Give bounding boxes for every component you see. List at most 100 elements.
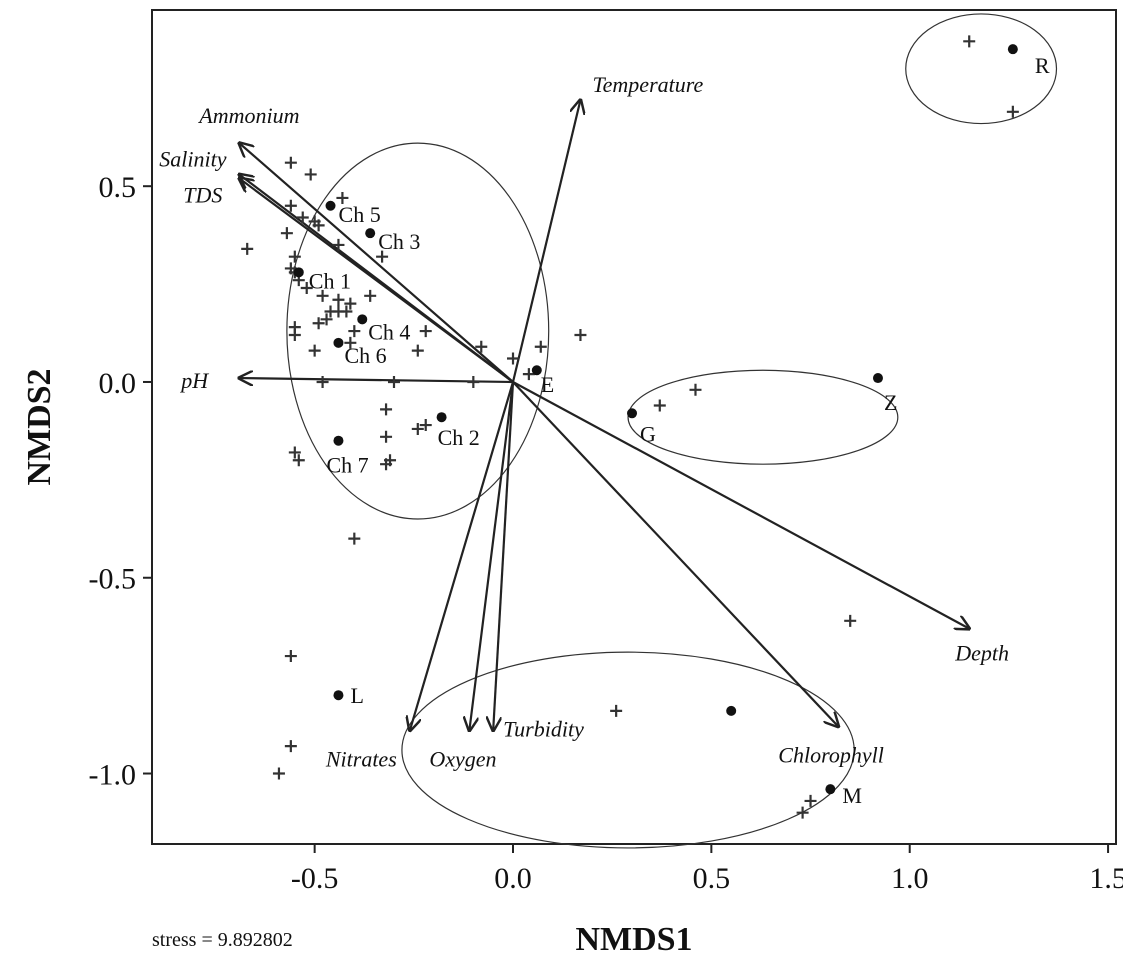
site-point-g (627, 408, 638, 419)
group-ellipse-3 (627, 369, 899, 465)
stress-value: stress = 9.892802 (152, 929, 293, 951)
site-point-ch-3 (365, 228, 376, 239)
species-point-42 (522, 368, 535, 381)
species-point-57 (284, 740, 297, 753)
species-point-28 (288, 328, 301, 341)
vector-label-turbidity: Turbidity (503, 716, 584, 741)
site-point-r (1007, 44, 1018, 55)
species-point-4 (304, 168, 317, 181)
group-ellipse-4 (401, 651, 855, 849)
y-tick-label: -1.0 (89, 759, 137, 792)
species-point-41 (467, 375, 480, 388)
plot-frame (151, 9, 1117, 845)
site-point-ch-7 (333, 435, 344, 446)
species-point-29 (312, 317, 325, 330)
site-points: R Ch 5Ch 3 Ch 1 Ch 4Ch 6 E Z G Ch 2 Ch 7 L M (293, 44, 1050, 808)
axes: -0.5 0.0 0.5 1.0 1.5 0.5 0.0 -0.5 -1.0 (89, 171, 1123, 895)
site-label-z: Z (884, 390, 897, 415)
x-tick-label: 0.5 (693, 862, 731, 895)
species-point-47 (288, 446, 301, 459)
x-tick-label: 1.5 (1089, 862, 1123, 895)
species-point-53 (653, 399, 666, 412)
species-point-58 (272, 767, 285, 780)
species-point-36 (534, 340, 547, 353)
species-point-55 (284, 650, 297, 663)
site-label-ch-4: Ch 4 (368, 319, 410, 344)
species-point-44 (380, 430, 393, 443)
species-point-35 (475, 340, 488, 353)
site-point-ch-6 (333, 337, 344, 348)
site-label-ch-6: Ch 6 (344, 343, 386, 368)
species-point-18 (300, 282, 313, 294)
x-tick-label: 0.0 (494, 862, 532, 895)
site-point-l (333, 690, 344, 701)
site-point-z (872, 373, 883, 384)
vector-label-chlorophyll: Chlorophyll (778, 743, 884, 768)
species-point-12 (332, 238, 345, 251)
species-point-2 (1006, 105, 1019, 118)
vector-label-temperature: Temperature (592, 72, 703, 97)
species-point-34 (411, 344, 424, 357)
vector-temperature (511, 100, 580, 383)
group-ellipse-2 (286, 142, 550, 520)
site-label-r: R (1035, 53, 1050, 78)
species-point-43 (380, 403, 393, 416)
y-tick-label: 0.0 (99, 367, 137, 400)
species-point-33 (308, 344, 321, 357)
species-point-20 (332, 293, 345, 306)
vector-chlorophyll (512, 381, 838, 727)
vector-label-salinity: Salinity (159, 146, 226, 171)
vector-label-ph: pH (179, 368, 209, 393)
species-point-37 (574, 328, 587, 341)
y-tick-label: 0.5 (99, 171, 137, 204)
site-label-ch-5: Ch 5 (339, 202, 381, 227)
species-point-9 (312, 219, 325, 232)
species-point-54 (844, 614, 857, 627)
species-point-40 (387, 375, 400, 388)
species-point-3 (284, 156, 297, 169)
species-point-31 (419, 325, 432, 338)
site-point-m (825, 784, 836, 795)
environmental-vectors: Temperature Ammonium Salinity TDS pH Depth Chl… (159, 72, 1009, 771)
species-point-7 (296, 211, 309, 224)
site-label-l: L (350, 683, 363, 708)
x-tick-label: 1.0 (891, 862, 929, 895)
site-label-e: E (541, 372, 554, 397)
site-label-m: M (842, 783, 862, 808)
group-ellipses (286, 13, 1058, 849)
species-point-39 (316, 375, 329, 388)
y-tick-label: -0.5 (89, 563, 137, 596)
site-point-ch-1 (293, 267, 304, 278)
species-point-48 (292, 454, 305, 467)
site-point-unlabeled-13 (726, 705, 737, 716)
species-point-51 (348, 532, 361, 545)
species-point-59 (804, 794, 817, 807)
species-point-1 (963, 35, 976, 48)
vector-oxygen (469, 381, 515, 730)
species-point-22 (344, 297, 357, 310)
species-point-50 (380, 458, 393, 471)
vector-label-oxygen: Oxygen (429, 746, 496, 771)
site-label-g: G (640, 421, 656, 446)
site-label-ch-2: Ch 2 (438, 425, 480, 450)
species-point-60 (796, 806, 809, 819)
vector-label-nitrates: Nitrates (325, 746, 397, 771)
species-point-52 (689, 383, 702, 396)
species-point-5 (336, 191, 349, 204)
species-point-11 (241, 242, 254, 255)
species-points (241, 35, 1019, 819)
species-point-21 (364, 289, 377, 302)
species-point-26 (340, 305, 353, 318)
species-point-25 (320, 313, 333, 326)
site-point-e (531, 365, 542, 376)
species-point-30 (348, 325, 361, 338)
species-point-10 (280, 227, 293, 240)
group-ellipse-1 (905, 13, 1058, 125)
x-axis-title: NMDS1 (575, 921, 692, 957)
species-point-6 (284, 199, 297, 212)
vector-turbidity (493, 381, 515, 730)
vector-tds (239, 178, 514, 383)
species-point-45 (419, 419, 432, 432)
vector-depth (512, 381, 969, 629)
